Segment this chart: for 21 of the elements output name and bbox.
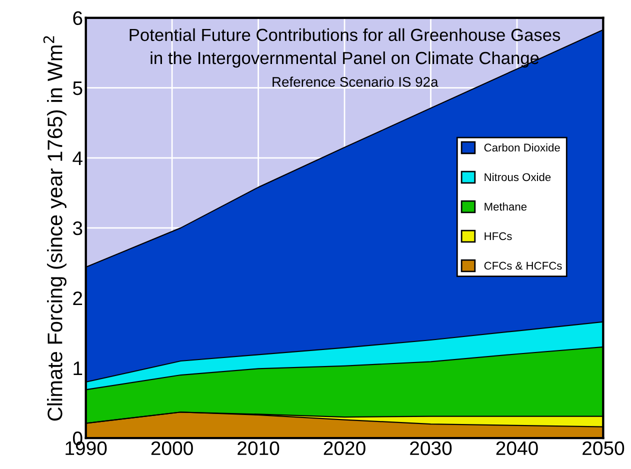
y-tick-label: 5 [73,82,82,96]
chart-title: Potential Future Contributions for all Greenhouse Gases [130,28,560,42]
y-tick-label: 2 [73,291,82,306]
x-tick-label: 2020 [324,441,366,456]
legend-label: Carbon Dioxide [484,143,560,152]
y-tick-label: 6 [73,11,82,26]
y-tick-label: 1 [74,362,82,376]
x-tick-label: 2030 [410,441,452,456]
legend-label: Methane [484,202,527,211]
legend-label: CFCs & HCFCs [484,262,562,270]
x-tick-label: 2040 [496,441,538,456]
y-tick-label: 3 [72,221,82,236]
y-axis-title: Climate Forcing (since year 1765) in Wm$^{2}$ [43,36,66,421]
text: in the Intergovernmental Panel on Climate Change [150,51,539,68]
legend-label: HFCs [484,232,512,240]
legend-label: Nitrous Oxide [484,172,551,182]
annotation: Reference Scenario IS 92a [272,76,438,87]
x-tick-label: 2050 [582,441,624,456]
x-tick-label: 2000 [151,441,193,456]
x-tick-label: 2010 [238,441,280,456]
y-tick-label: 4 [72,152,82,165]
